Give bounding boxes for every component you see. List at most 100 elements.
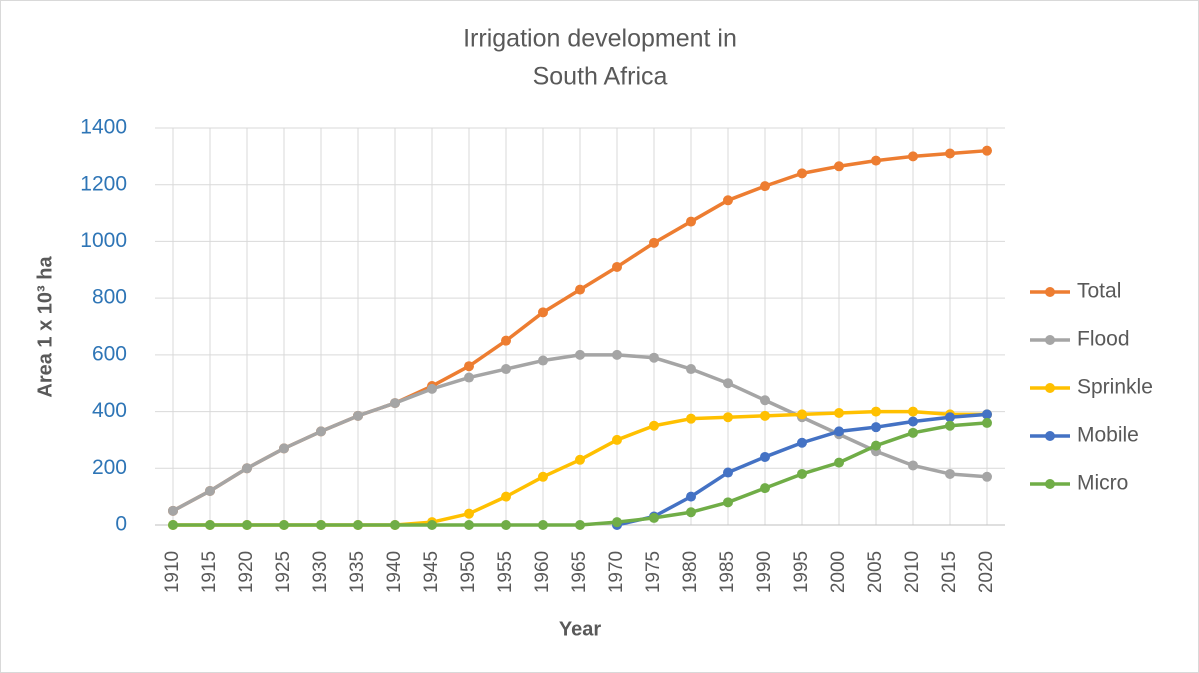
series-point (501, 491, 511, 502)
series-point (316, 426, 326, 437)
x-tick-label: 2005 (865, 551, 886, 593)
series-point (538, 355, 548, 366)
y-tick-label: 400 (92, 399, 127, 422)
y-tick-label: 1400 (80, 116, 127, 139)
series-point (390, 398, 400, 409)
series-point (353, 520, 363, 530)
series-point (797, 409, 807, 420)
legend-label: Sprinkle (1077, 376, 1153, 399)
series-point (908, 427, 918, 438)
series-point (945, 468, 955, 479)
y-axis-label: Area 1 x 10³ ha (34, 256, 56, 398)
x-axis-label: Year (559, 618, 601, 640)
series-point (575, 349, 585, 360)
series-point (242, 463, 252, 474)
x-tick-label: 1940 (384, 551, 405, 593)
series-point (205, 520, 215, 530)
x-tick-label: 1995 (791, 551, 812, 593)
series-point (205, 485, 215, 496)
series-point (501, 335, 511, 346)
series-point (945, 420, 955, 431)
series-point (908, 406, 918, 417)
series-point (649, 352, 659, 363)
series-point (945, 412, 955, 423)
x-tick-label: 2020 (976, 551, 997, 593)
series-point (908, 460, 918, 471)
legend-marker (1045, 335, 1055, 345)
series-point (982, 471, 992, 482)
series-point (723, 378, 733, 389)
y-tick-label: 0 (115, 513, 127, 536)
series-point (723, 467, 733, 478)
x-tick-label: 1915 (199, 551, 220, 593)
x-tick-label: 1930 (310, 551, 331, 593)
series-point (649, 420, 659, 431)
series-point (464, 361, 474, 372)
series-point (871, 155, 881, 166)
series-point (649, 237, 659, 248)
y-tick-label: 800 (92, 286, 127, 309)
legend-marker (1045, 383, 1055, 393)
series-point (464, 508, 474, 519)
x-tick-label: 1955 (495, 551, 516, 593)
x-tick-label: 1975 (643, 551, 664, 593)
series-point (612, 349, 622, 360)
series-point (908, 151, 918, 162)
series-point (686, 413, 696, 424)
x-tick-label: 1950 (458, 551, 479, 593)
x-tick-label: 1910 (162, 551, 183, 593)
series-point (686, 491, 696, 502)
chart-title: Irrigation development in (463, 25, 737, 53)
series-point (723, 497, 733, 508)
series-point (982, 409, 992, 420)
series-point (612, 434, 622, 445)
series-point (760, 181, 770, 192)
x-tick-label: 1945 (421, 551, 442, 593)
series-point (760, 410, 770, 421)
series-point (501, 520, 511, 530)
series-point (575, 454, 585, 465)
series-point (945, 148, 955, 159)
series-point (871, 422, 881, 433)
series-point (464, 520, 474, 530)
series-point (538, 520, 548, 530)
x-tick-label: 2010 (902, 551, 923, 593)
x-tick-label: 1970 (606, 551, 627, 593)
series-point (834, 426, 844, 437)
series-point (612, 517, 622, 528)
series-point (797, 468, 807, 479)
series-point (279, 520, 289, 530)
series-point (538, 471, 548, 482)
y-tick-label: 1000 (80, 229, 127, 252)
series-point (834, 161, 844, 172)
legend-label: Micro (1077, 472, 1128, 495)
x-tick-label: 1920 (236, 551, 257, 593)
series-point (834, 407, 844, 418)
series-point (797, 168, 807, 179)
series-point (686, 216, 696, 227)
series-point (279, 443, 289, 454)
series-point (501, 364, 511, 375)
series-point (760, 395, 770, 406)
series-point (612, 261, 622, 272)
x-tick-label: 1925 (273, 551, 294, 593)
series-point (723, 412, 733, 423)
series-point (242, 520, 252, 530)
series-point (316, 520, 326, 530)
legend-label: Total (1077, 280, 1121, 303)
legend-label: Mobile (1077, 424, 1139, 447)
y-tick-label: 200 (92, 456, 127, 479)
series-point (908, 416, 918, 427)
legend-label: Flood (1077, 328, 1130, 351)
series-point (797, 437, 807, 448)
y-tick-label: 600 (92, 342, 127, 365)
legend-marker (1045, 479, 1055, 489)
series-point (390, 520, 400, 530)
x-tick-label: 1965 (569, 551, 590, 593)
series-point (464, 372, 474, 383)
series-point (649, 512, 659, 523)
series-point (168, 520, 178, 530)
series-point (871, 440, 881, 451)
